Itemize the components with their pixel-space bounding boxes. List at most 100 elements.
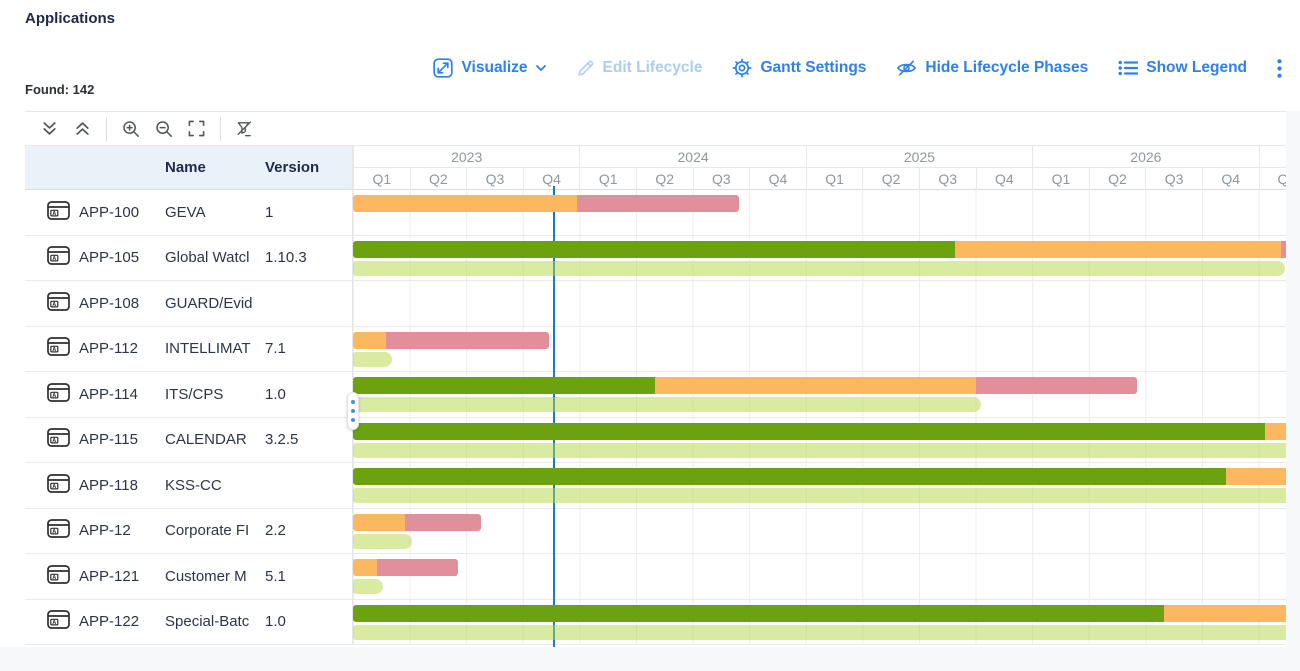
app-name: KSS-CC: [165, 476, 222, 494]
app-version: 2.2: [265, 522, 286, 540]
app-id: APP-112: [79, 340, 138, 358]
app-name: ITS/CPS: [165, 385, 224, 403]
quarter-label: Q3: [1145, 168, 1202, 190]
table-row[interactable]: A APP-108 GUARD/Evid: [25, 281, 1286, 327]
table-row[interactable]: A APP-112 INTELLIMAT 7.1: [25, 326, 1286, 372]
lifecycle-bar-phaseOut[interactable]: [1163, 604, 1286, 622]
lifecycle-bar-phaseOut[interactable]: [353, 559, 377, 576]
quarter-label: Q3: [918, 168, 976, 190]
row-left-cells[interactable]: A APP-121 Customer M 5.1: [25, 554, 353, 599]
zoom-in-icon: [122, 120, 139, 137]
app-version: 1.0: [265, 613, 286, 631]
quarter-label: Q1: [1258, 168, 1286, 190]
show-legend-button[interactable]: Show Legend: [1118, 59, 1247, 77]
table-row[interactable]: A APP-100 GEVA 1: [25, 190, 1286, 236]
quarter-label: Q4: [749, 168, 806, 190]
lifecycle-bar-endOfLife[interactable]: [1281, 240, 1286, 258]
lifecycle-bar-plan[interactable]: [353, 442, 1286, 458]
row-left-cells[interactable]: A APP-122 Special-Batc 1.0: [25, 599, 353, 644]
lifecycle-bar-phaseOut[interactable]: [353, 195, 578, 212]
lifecycle-bar-endOfLife[interactable]: [976, 377, 1138, 394]
expand-all-icon: [76, 122, 89, 135]
svg-text:A: A: [52, 620, 56, 626]
lifecycle-bar-active[interactable]: [353, 604, 1164, 622]
application-icon: A: [47, 382, 70, 402]
lifecycle-bar-endOfLife[interactable]: [376, 559, 459, 576]
column-resize-handle[interactable]: [347, 392, 359, 430]
lifecycle-bar-plan[interactable]: [353, 624, 1286, 640]
hide-lifecycle-phases-button[interactable]: Hide Lifecycle Phases: [896, 58, 1088, 78]
right-gutter: [1286, 111, 1300, 648]
lifecycle-bar-phaseOut[interactable]: [955, 240, 1282, 258]
row-gantt-area: [353, 599, 1286, 644]
lifecycle-bar-phaseOut[interactable]: [1226, 468, 1286, 485]
app-version: 5.1: [265, 567, 286, 585]
application-icon: A: [47, 337, 70, 357]
app-name: Corporate FI: [165, 522, 250, 540]
svg-text:A: A: [52, 256, 56, 262]
lifecycle-bar-plan[interactable]: [353, 579, 383, 594]
svg-text:A: A: [52, 438, 56, 444]
year-label: 2025: [805, 146, 1032, 167]
visualize-button[interactable]: Visualize: [433, 58, 546, 78]
row-left-cells[interactable]: A APP-115 CALENDAR 3.2.5: [25, 417, 353, 462]
table-row[interactable]: A APP-114 ITS/CPS 1.0: [25, 372, 1286, 418]
expand-all-button[interactable]: [66, 115, 99, 143]
row-left-cells[interactable]: A APP-100 GEVA 1: [25, 190, 353, 235]
clear-filter-button[interactable]: [228, 115, 261, 143]
more-options-button[interactable]: [1277, 58, 1282, 78]
lifecycle-bar-plan[interactable]: [353, 533, 412, 549]
app-id: APP-122: [79, 613, 140, 631]
lifecycle-bar-plan[interactable]: [353, 488, 1286, 503]
row-left-cells[interactable]: A APP-112 INTELLIMAT 7.1: [25, 326, 353, 371]
lifecycle-bar-active[interactable]: [353, 422, 1266, 440]
gantt-panel: Name Version 2023 2024 2025 2026 Q1 Q2 Q3 Q4 Q1…: [25, 111, 1286, 647]
svg-text:A: A: [52, 211, 56, 217]
row-left-cells[interactable]: A APP-12 Corporate FI 2.2: [25, 508, 353, 553]
row-left-cells[interactable]: A APP-118 KSS-CC: [25, 463, 353, 508]
lifecycle-bar-phaseOut[interactable]: [353, 331, 386, 349]
action-toolbar: Visualize Edit Lifecycle Gantt Settings …: [433, 58, 1282, 78]
application-icon: A: [47, 519, 70, 539]
table-row[interactable]: A APP-118 KSS-CC: [25, 463, 1286, 509]
fit-screen-button[interactable]: [180, 115, 213, 143]
collapse-all-button[interactable]: [33, 115, 66, 143]
lifecycle-bar-plan[interactable]: [353, 397, 982, 412]
svg-text:A: A: [52, 302, 56, 308]
bottom-gutter: [0, 647, 1300, 671]
lifecycle-bar-active[interactable]: [353, 377, 656, 394]
table-row[interactable]: A APP-115 CALENDAR 3.2.5: [25, 417, 1286, 463]
year-label: 2026: [1032, 146, 1258, 167]
lifecycle-bar-active[interactable]: [353, 240, 956, 258]
application-icon: A: [47, 564, 70, 584]
lifecycle-bar-endOfLife[interactable]: [405, 513, 481, 531]
table-row[interactable]: A APP-122 Special-Batc 1.0: [25, 599, 1286, 645]
lifecycle-bar-phaseOut[interactable]: [353, 513, 406, 531]
lifecycle-bar-phaseOut[interactable]: [1265, 422, 1286, 440]
row-left-cells[interactable]: A APP-114 ITS/CPS 1.0: [25, 372, 353, 417]
table-row[interactable]: A APP-105 Global Watcl 1.10.3: [25, 235, 1286, 281]
lifecycle-bar-plan[interactable]: [353, 260, 1286, 276]
gantt-header: Name Version 2023 2024 2025 2026 Q1 Q2 Q3 Q4 Q1…: [25, 146, 1286, 190]
zoom-in-button[interactable]: [114, 115, 147, 143]
svg-text:A: A: [52, 575, 56, 581]
table-row[interactable]: A APP-121 Customer M 5.1: [25, 554, 1286, 600]
lifecycle-bar-endOfLife[interactable]: [385, 331, 550, 349]
zoom-out-button[interactable]: [147, 115, 180, 143]
app-name: GUARD/Evid: [165, 294, 253, 312]
row-left-cells[interactable]: A APP-108 GUARD/Evid: [25, 281, 353, 326]
gear-icon: [733, 58, 752, 78]
quarter-label: Q4: [1201, 168, 1259, 190]
edit-lifecycle-button[interactable]: Edit Lifecycle: [576, 59, 702, 78]
column-header-version[interactable]: Version: [265, 159, 320, 176]
lifecycle-bar-endOfLife[interactable]: [577, 195, 739, 212]
lifecycle-bar-phaseOut[interactable]: [655, 377, 977, 394]
hide-lifecycle-phases-label: Hide Lifecycle Phases: [925, 59, 1089, 76]
gantt-settings-button[interactable]: Gantt Settings: [732, 58, 866, 78]
table-row[interactable]: A APP-12 Corporate FI 2.2: [25, 508, 1286, 554]
svg-text:A: A: [52, 347, 56, 353]
lifecycle-bar-plan[interactable]: [353, 351, 393, 367]
row-left-cells[interactable]: A APP-105 Global Watcl 1.10.3: [25, 235, 353, 280]
column-header-name[interactable]: Name: [165, 159, 206, 176]
lifecycle-bar-active[interactable]: [353, 468, 1227, 485]
